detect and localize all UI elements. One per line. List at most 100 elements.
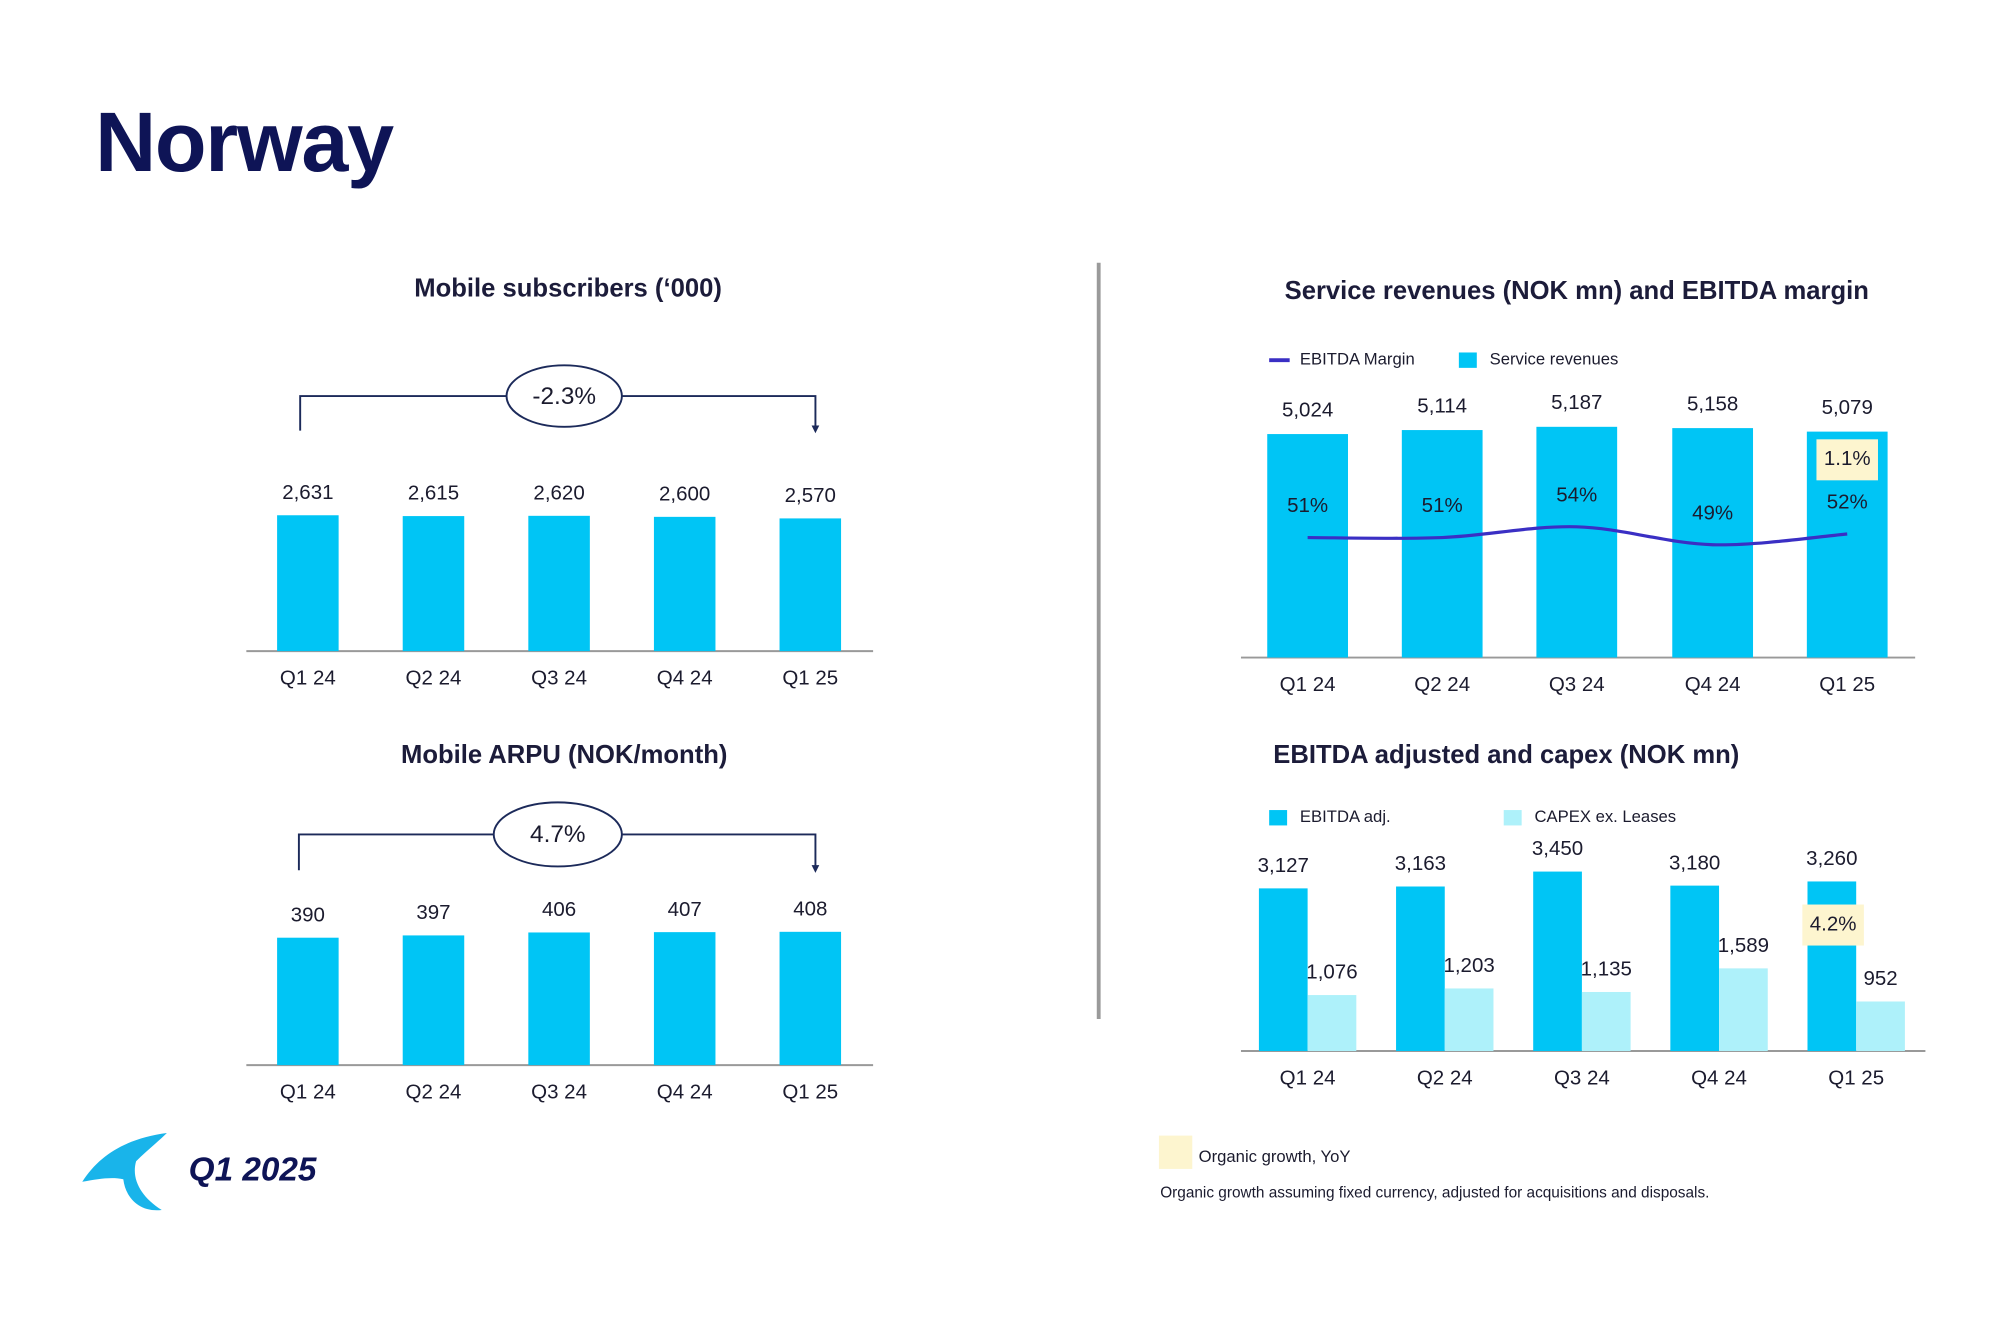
annotation-ellipse [505, 364, 623, 428]
highlight-label: 1.1% [1824, 447, 1871, 470]
value-label: 408 [793, 897, 827, 920]
value-label: 3,163 [1395, 852, 1446, 875]
chart-title: EBITDA adjusted and capex (NOK mn) [1273, 741, 1739, 769]
value-label: 1,203 [1443, 954, 1494, 977]
value-label: 406 [542, 898, 576, 921]
value-label: 397 [416, 901, 450, 924]
value-label: 5,158 [1687, 392, 1738, 415]
x-tick-label: Q3 24 [1554, 1067, 1610, 1090]
bar [1670, 885, 1720, 1052]
x-tick-label: Q1 25 [782, 667, 838, 690]
value-label: 2,631 [282, 481, 333, 504]
x-tick-label: Q1 24 [280, 667, 336, 690]
value-label: 5,187 [1551, 391, 1602, 414]
value-label: 1,076 [1306, 961, 1357, 984]
x-tick-label: Q4 24 [657, 667, 713, 690]
bar [277, 515, 339, 652]
annotation: 4.7% [530, 821, 586, 848]
x-tick-label: Q2 24 [1417, 1067, 1473, 1090]
margin-label: 51% [1422, 494, 1463, 517]
bar [1719, 968, 1768, 1052]
bar [779, 931, 842, 1066]
legend-note-swatch [1158, 1135, 1193, 1169]
bar [1856, 1001, 1905, 1052]
value-label: 5,079 [1822, 396, 1873, 419]
bracket-arrow [811, 865, 820, 873]
value-label: 390 [291, 903, 325, 926]
value-label: 5,114 [1417, 394, 1467, 417]
x-tick-label: Q3 24 [1549, 673, 1605, 696]
value-label: 2,615 [408, 482, 459, 505]
chart-title: Service revenues (NOK mn) and EBITDA mar… [1285, 277, 1869, 305]
bar [1533, 871, 1582, 1052]
bar [1536, 426, 1618, 658]
bar [1581, 991, 1631, 1052]
bracket-arrow [811, 425, 820, 434]
value-label: 5,024 [1282, 398, 1333, 421]
value-label: 407 [668, 898, 702, 921]
chart-title: Mobile subscribers (‘000) [414, 274, 722, 302]
bar [1396, 886, 1445, 1052]
bar [402, 935, 465, 1066]
x-tick-label: Q1 24 [280, 1081, 336, 1104]
x-tick-label: Q4 24 [1685, 673, 1741, 696]
legend-note: Organic growth, YoY [1199, 1147, 1351, 1166]
x-tick-label: Q1 24 [1280, 1067, 1336, 1090]
margin-line [1307, 525, 1848, 547]
legend-label: CAPEX ex. Leases [1534, 807, 1676, 826]
x-tick-label: Q4 24 [657, 1081, 713, 1104]
margin-label: 49% [1692, 501, 1733, 524]
margin-label: 54% [1556, 483, 1597, 506]
period-label: Q1 2025 [189, 1151, 317, 1188]
bar [1401, 430, 1483, 658]
logo [82, 1133, 167, 1211]
legend-label: EBITDA Margin [1300, 350, 1415, 369]
value-label: 2,620 [533, 481, 584, 504]
x-tick-label: Q1 24 [1280, 673, 1336, 696]
x-tick-label: Q3 24 [531, 1081, 587, 1104]
x-tick-label: Q1 25 [1819, 673, 1875, 696]
value-label: 952 [1863, 967, 1897, 990]
bar [779, 518, 842, 652]
x-tick-label: Q3 24 [531, 667, 587, 690]
x-tick-label: Q1 25 [1828, 1067, 1884, 1090]
bar [402, 516, 465, 652]
bar [653, 516, 716, 652]
bar [1267, 434, 1348, 658]
legend-label: Service revenues [1490, 350, 1619, 369]
highlight-label: 4.2% [1810, 912, 1857, 935]
bar [653, 932, 716, 1066]
x-tick-label: Q2 24 [406, 667, 462, 690]
legend-swatch [1458, 352, 1477, 368]
bar [1307, 995, 1357, 1052]
annotation: -2.3% [532, 383, 596, 410]
legend-swatch [1503, 810, 1522, 826]
bar [1444, 988, 1494, 1052]
chart-title: Mobile ARPU (NOK/month) [401, 741, 727, 769]
highlight-box [1816, 439, 1878, 481]
value-label: 3,180 [1669, 851, 1720, 874]
x-tick-label: Q2 24 [1414, 673, 1470, 696]
page-title: Norway [95, 94, 394, 189]
x-tick-label: Q4 24 [1691, 1067, 1747, 1090]
margin-label: 51% [1287, 494, 1328, 517]
value-label: 3,127 [1258, 854, 1309, 877]
x-tick-label: Q2 24 [406, 1081, 462, 1104]
bar [277, 937, 339, 1066]
bar [1258, 888, 1308, 1052]
value-label: 3,450 [1532, 837, 1583, 860]
legend-label: EBITDA adj. [1300, 807, 1391, 826]
bar [528, 515, 590, 652]
legend-swatch [1269, 810, 1288, 826]
highlight-box [1802, 904, 1864, 946]
footnote: Organic growth assuming fixed currency, … [1160, 1184, 1709, 1201]
value-label: 1,589 [1718, 934, 1769, 957]
value-label: 1,135 [1581, 958, 1632, 981]
annotation-ellipse [492, 801, 623, 868]
bar [528, 932, 590, 1066]
value-label: 2,600 [659, 482, 710, 505]
value-label: 2,570 [785, 484, 836, 507]
